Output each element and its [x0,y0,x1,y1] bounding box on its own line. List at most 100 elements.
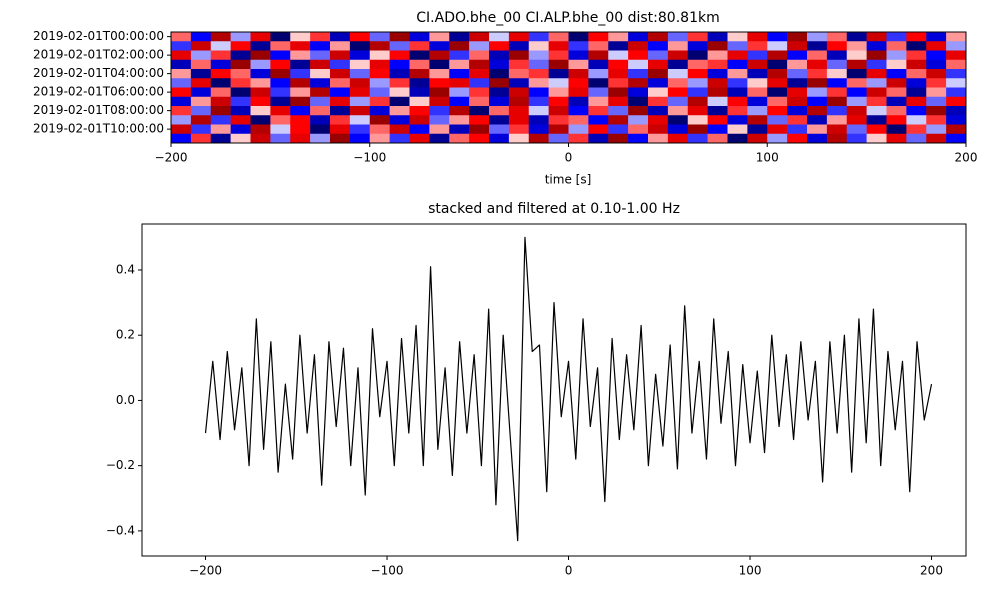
heatmap-cell [449,96,470,107]
heatmap-cell [349,96,371,107]
heatmap-cell [548,106,569,116]
heatmap-cell [330,87,351,98]
heatmap-cell [310,96,331,107]
heatmap-cell [389,59,410,70]
heatmap-cell [489,87,510,98]
heatmap-cell [866,96,887,107]
heatmap-cell [469,59,490,70]
heatmap-cell [508,115,530,125]
heatmap-cell [906,69,927,79]
heatmap-cell [429,115,450,125]
heatmap-cell [369,115,390,125]
heatmap-cell [787,41,808,51]
x-tick-label: 100 [739,564,762,578]
heatmap-cell [886,115,907,125]
heatmap-cell [727,124,748,135]
heatmap-cell [190,78,212,88]
heatmap-cell [866,69,887,79]
heatmap-cell [787,87,808,98]
heatmap-cell [946,96,967,107]
heatmap-cell [369,32,390,42]
heatmap-cell [409,106,430,116]
heatmap-cell [687,124,708,135]
heatmap-cell [667,115,689,125]
heatmap-cell [429,69,450,79]
y-tick-label: −0.2 [106,458,135,472]
heatmap-cell [826,50,848,61]
heatmap-cell [906,115,927,125]
heatmap-cell [608,41,629,51]
heatmap-cell [787,106,808,116]
heatmap-cell [469,69,490,79]
heatmap-cell [330,124,351,135]
heatmap-cell [826,41,848,51]
heatmap-cell [667,124,689,135]
heatmap-cell [787,115,808,125]
heatmap-cell [866,41,887,51]
heatmap-cell [349,50,371,61]
heatmap-cell [926,115,947,125]
heatmap-cell [548,59,569,70]
heatmap-cell [508,78,530,88]
heatmap-cell [270,106,291,116]
heatmap-cell [489,41,510,51]
heatmap-cell [747,96,768,107]
heatmap-cell [389,115,410,125]
heatmap-cell [707,59,728,70]
heatmap-cell [747,87,768,98]
heatmap-cell [608,115,629,125]
heatmap-cell [866,50,887,61]
heatmap-cell [171,41,192,51]
heatmap-cell [330,78,351,88]
heatmap-cell [707,133,728,144]
heatmap-cell [508,69,530,79]
heatmap-cell [707,106,728,116]
heatmap-cell [409,50,430,61]
heatmap-cell [608,133,629,144]
heatmap-cell [469,87,490,98]
heatmap-cell [270,32,291,42]
heatmap-cell [508,87,530,98]
heatmap-cell [946,124,967,135]
heatmap-cell [270,50,291,61]
heatmap-cell [230,106,251,116]
heatmap-cell [449,78,470,88]
heatmap-cell [528,124,549,135]
heatmap-cell [330,96,351,107]
heatmap-cell [171,69,192,79]
heatmap-cell [926,87,947,98]
heatmap-cell [409,87,430,98]
heatmap-cell [826,32,848,42]
heatmap-cell [548,133,569,144]
heatmap-cell [588,124,609,135]
heatmap-cell [946,32,967,42]
heatmap-cell [767,106,788,116]
heatmap-cell [568,50,589,61]
heatmap-cell [489,59,510,70]
heatmap-cell [747,124,768,135]
heatmap-cell [330,50,351,61]
heatmap-cell [727,133,748,144]
heatmap-cell [429,32,450,42]
heatmap-cell [190,50,212,61]
heatmap-cell [270,115,291,125]
heatmap-cell [369,87,390,98]
stack-line [204,236,933,542]
y-tick-label: 0.2 [116,328,135,342]
heatmap-cell [767,59,788,70]
heatmap-cell [886,96,907,107]
heatmap-cell [369,124,390,135]
heatmap-cell [787,32,808,42]
heatmap-cell [826,59,848,70]
heatmap-cell [667,69,689,79]
heatmap-cell [310,32,331,42]
heatmap-cell [369,50,390,61]
heatmap-cell [707,41,728,51]
heatmap-cell [767,41,788,51]
heatmap-cell [707,50,728,61]
heatmap-cell [886,133,907,144]
heatmap-cell [190,87,212,98]
heatmap-cell [449,133,470,144]
heatmap-cell [250,78,271,88]
heatmap-cell [489,50,510,61]
